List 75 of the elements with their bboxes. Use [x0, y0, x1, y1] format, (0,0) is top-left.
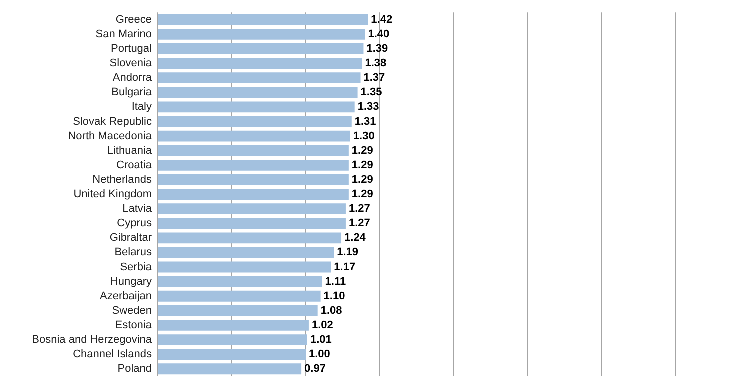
data-label: 1.00 — [309, 348, 330, 361]
bar — [158, 174, 349, 186]
bar — [158, 305, 318, 316]
bar — [158, 87, 358, 98]
bar — [158, 232, 342, 244]
bar — [158, 72, 361, 84]
bar — [158, 44, 364, 54]
data-label: 1.17 — [334, 261, 356, 274]
bar — [158, 276, 322, 288]
bar — [158, 14, 368, 26]
data-label: 1.19 — [337, 246, 359, 259]
data-label: 1.29 — [352, 188, 374, 201]
y-tick-label: Estonia — [115, 320, 153, 332]
y-tick-label: Bosnia and Herzegovina — [32, 334, 153, 346]
data-label: 1.42 — [371, 14, 393, 26]
data-label: 1.30 — [353, 130, 375, 142]
bar — [158, 218, 346, 230]
bar — [158, 116, 352, 128]
bar — [158, 102, 355, 113]
bar — [158, 334, 308, 346]
y-tick-label: Netherlands — [92, 174, 152, 186]
data-label: 1.02 — [312, 320, 334, 332]
y-tick-label: Gibraltar — [110, 232, 152, 244]
data-label: 1.38 — [365, 58, 387, 70]
y-tick-label: Belarus — [114, 246, 152, 259]
data-label: 1.08 — [320, 304, 342, 317]
data-label: 1.29 — [352, 174, 374, 186]
data-label: 1.01 — [310, 334, 332, 346]
data-label: 1.11 — [325, 276, 346, 288]
y-tick-label: North Macedonia — [68, 130, 153, 142]
y-tick-label: Poland — [118, 363, 152, 376]
bar — [158, 189, 349, 200]
data-label: 1.35 — [360, 86, 382, 99]
bar — [158, 247, 334, 258]
data-label: 1.27 — [348, 218, 370, 230]
y-tick-label: Croatia — [116, 159, 153, 172]
data-label: 0.97 — [304, 363, 326, 376]
bar — [158, 262, 332, 273]
y-tick-label: Bulgaria — [112, 86, 153, 99]
bar — [158, 145, 349, 156]
bar — [158, 290, 321, 302]
data-label: 1.37 — [364, 72, 386, 84]
y-tick-label: Latvia — [122, 203, 153, 216]
data-label: 1.40 — [368, 28, 390, 40]
data-label: 1.24 — [344, 232, 367, 244]
bar — [158, 28, 366, 40]
y-tick-label: San Marino — [96, 28, 152, 40]
y-tick-label: United Kingdom — [74, 188, 152, 201]
y-tick-label: Lithuania — [107, 144, 153, 157]
data-label: 1.10 — [324, 290, 346, 302]
bar — [158, 130, 350, 142]
y-tick-label: Azerbaijan — [100, 290, 152, 302]
bar — [158, 160, 349, 171]
data-label: 1.31 — [354, 116, 376, 128]
bar — [158, 204, 346, 215]
y-tick-label: Serbia — [120, 261, 153, 274]
y-tick-label: Andorra — [112, 72, 153, 84]
y-tick-label: Portugal — [111, 43, 152, 56]
bar — [158, 58, 362, 69]
bar — [158, 320, 309, 331]
bar — [158, 364, 302, 375]
bar — [158, 349, 306, 360]
data-label: 1.39 — [366, 43, 388, 56]
y-tick-label: Italy — [132, 101, 152, 114]
y-tick-label: Hungary — [110, 276, 152, 288]
y-tick-label: Sweden — [112, 304, 152, 317]
y-tick-label: Greece — [116, 14, 152, 26]
y-tick-label: Channel Islands — [73, 348, 152, 361]
y-tick-label: Slovak Republic — [73, 116, 152, 128]
data-label: 1.27 — [348, 203, 370, 216]
data-label: 1.29 — [352, 159, 374, 172]
y-tick-label: Cyprus — [117, 218, 152, 230]
data-label: 1.29 — [352, 144, 374, 157]
y-tick-label: Slovenia — [110, 58, 153, 70]
data-label: 1.33 — [358, 101, 380, 114]
